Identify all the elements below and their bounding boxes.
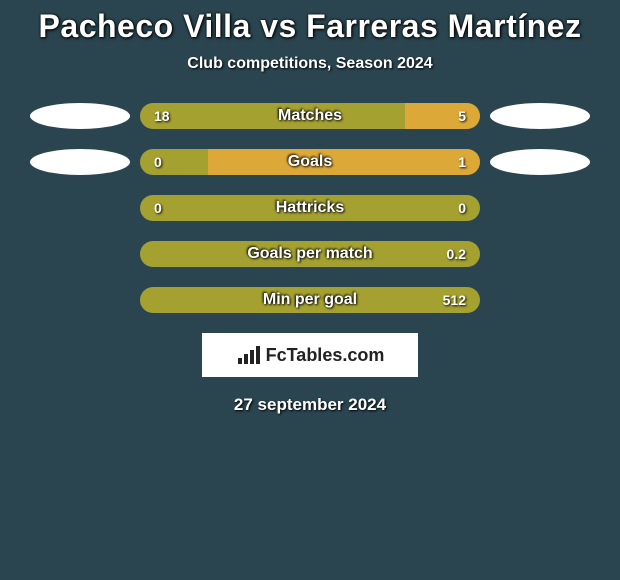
- left-side: [20, 149, 140, 175]
- subtitle: Club competitions, Season 2024: [0, 55, 620, 73]
- right-side: [480, 287, 600, 313]
- right-value: 0: [458, 200, 466, 216]
- stat-row: 0 Goals 1: [0, 149, 620, 175]
- right-value: 512: [443, 292, 466, 308]
- left-ellipse-icon: [30, 149, 130, 175]
- left-side: [20, 287, 140, 313]
- stat-row: 18 Matches 5: [0, 103, 620, 129]
- left-ellipse-icon: [30, 103, 130, 129]
- left-side: [20, 103, 140, 129]
- bar-chart-icon: [236, 344, 262, 366]
- right-value: 5: [458, 108, 466, 124]
- right-ellipse-icon: [490, 149, 590, 175]
- right-value: 0.2: [447, 246, 466, 262]
- left-side: [20, 195, 140, 221]
- right-side: [480, 149, 600, 175]
- right-side: [480, 241, 600, 267]
- stat-bar: Min per goal 512: [140, 287, 480, 313]
- brand-text: FcTables.com: [266, 345, 385, 366]
- stat-row: Min per goal 512: [0, 287, 620, 313]
- right-ellipse-icon: [490, 103, 590, 129]
- stat-bar: 18 Matches 5: [140, 103, 480, 129]
- bar-right-segment: [208, 149, 480, 175]
- stat-row: 0 Hattricks 0: [0, 195, 620, 221]
- left-value: 0: [154, 154, 162, 170]
- date-text: 27 september 2024: [0, 395, 620, 415]
- stat-label: Hattricks: [140, 199, 480, 217]
- page-title: Pacheco Villa vs Farreras Martínez: [0, 8, 620, 45]
- stat-row: Goals per match 0.2: [0, 241, 620, 267]
- right-side: [480, 103, 600, 129]
- brand-box: FcTables.com: [202, 333, 418, 377]
- bar-right-segment: [405, 103, 480, 129]
- stat-bar: 0 Hattricks 0: [140, 195, 480, 221]
- stat-label: Goals per match: [140, 245, 480, 263]
- stat-bar: 0 Goals 1: [140, 149, 480, 175]
- stat-bar: Goals per match 0.2: [140, 241, 480, 267]
- left-value: 18: [154, 108, 170, 124]
- right-side: [480, 195, 600, 221]
- left-side: [20, 241, 140, 267]
- stat-label: Min per goal: [140, 291, 480, 309]
- right-value: 1: [458, 154, 466, 170]
- left-value: 0: [154, 200, 162, 216]
- comparison-infographic: Pacheco Villa vs Farreras Martínez Club …: [0, 0, 620, 415]
- stat-rows: 18 Matches 5 0 Goals 1: [0, 103, 620, 313]
